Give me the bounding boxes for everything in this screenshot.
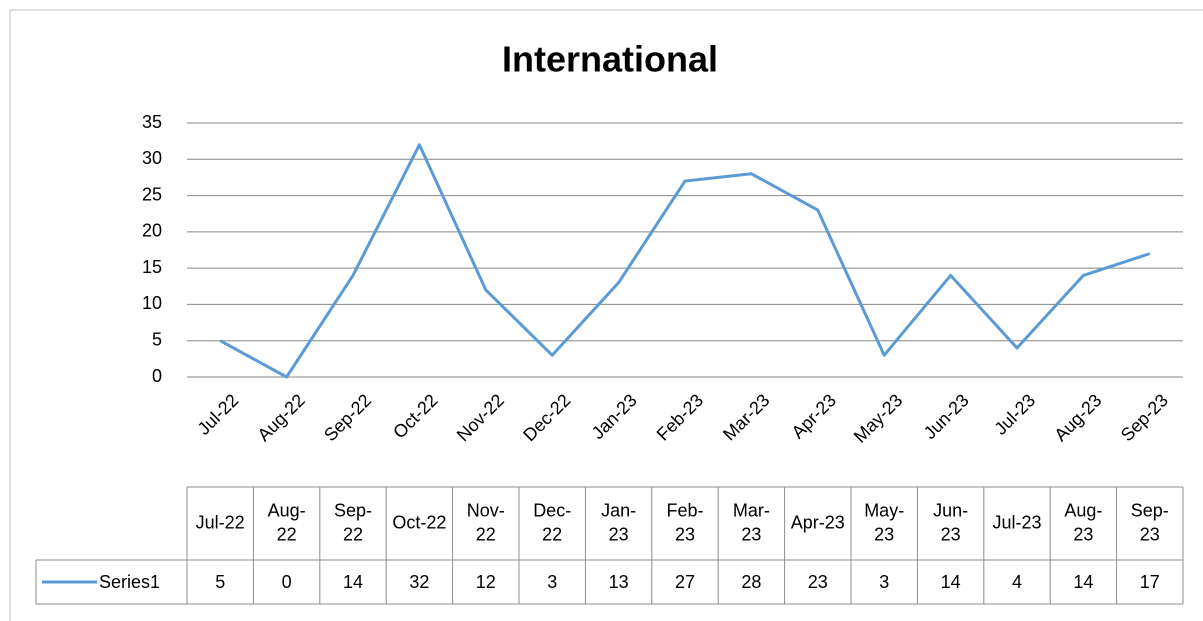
x-tick-label: Mar-23 (719, 390, 773, 444)
y-tick-label: 0 (152, 366, 162, 386)
table-value: 5 (215, 572, 225, 592)
x-tick-label: May-23 (850, 390, 907, 447)
table-value: 13 (609, 572, 629, 592)
legend-label: Series1 (99, 572, 160, 592)
table-value: 14 (1073, 572, 1093, 592)
table-value: 14 (343, 572, 363, 592)
table-value: 32 (409, 572, 429, 592)
table-header: Aug-22 (268, 500, 306, 544)
table-header: Jan-23 (601, 500, 636, 544)
series-line (219, 143, 1151, 379)
x-tick-label: Sep-23 (1117, 390, 1172, 445)
table-header: Jun-23 (933, 500, 968, 544)
table-value: 12 (476, 572, 496, 592)
table-header: Dec-22 (533, 500, 571, 544)
table-header: Sep-23 (1131, 500, 1169, 544)
table-value: 3 (547, 572, 557, 592)
x-tick-label: Jun-23 (920, 390, 973, 443)
table-header: Aug-23 (1064, 500, 1102, 544)
table-value: 27 (675, 572, 695, 592)
x-tick-label: Aug-22 (254, 390, 309, 445)
x-tick-label: Sep-22 (320, 390, 375, 445)
x-tick-label: Apr-23 (788, 390, 840, 442)
y-tick-label: 15 (142, 257, 162, 277)
table-header: Sep-22 (334, 500, 372, 544)
y-tick-label: 5 (152, 329, 162, 349)
x-tick-label: Nov-22 (453, 390, 508, 445)
table-value: 17 (1140, 572, 1160, 592)
table-value: 0 (282, 572, 292, 592)
table-value: 14 (941, 572, 961, 592)
table-header: Nov-22 (467, 500, 505, 544)
x-tick-label: Feb-23 (653, 390, 707, 444)
y-tick-label: 10 (142, 293, 162, 313)
table-value: 28 (741, 572, 761, 592)
table-header: Feb-23 (666, 500, 703, 544)
table-header: May-23 (864, 500, 904, 544)
table-value: 23 (808, 572, 828, 592)
table-header: Jul-23 (992, 512, 1041, 532)
table-header: Apr-23 (791, 512, 845, 532)
chart-title: International (502, 39, 718, 80)
y-tick-label: 30 (142, 148, 162, 168)
table-value: 3 (879, 572, 889, 592)
table-header: Mar-23 (733, 500, 770, 544)
x-tick-label: Jul-22 (194, 390, 243, 439)
x-tick-label: Jul-23 (990, 390, 1039, 439)
table-header: Jul-22 (196, 512, 245, 532)
x-tick-label: Dec-22 (519, 390, 574, 445)
table-value: 4 (1012, 572, 1022, 592)
x-tick-label: Aug-23 (1050, 390, 1105, 445)
x-tick-label: Jan-23 (588, 390, 641, 443)
y-tick-label: 25 (142, 184, 162, 204)
y-tick-label: 35 (142, 112, 162, 132)
x-tick-label: Oct-22 (389, 390, 441, 442)
y-tick-label: 20 (142, 221, 162, 241)
table-header: Oct-22 (392, 512, 446, 532)
